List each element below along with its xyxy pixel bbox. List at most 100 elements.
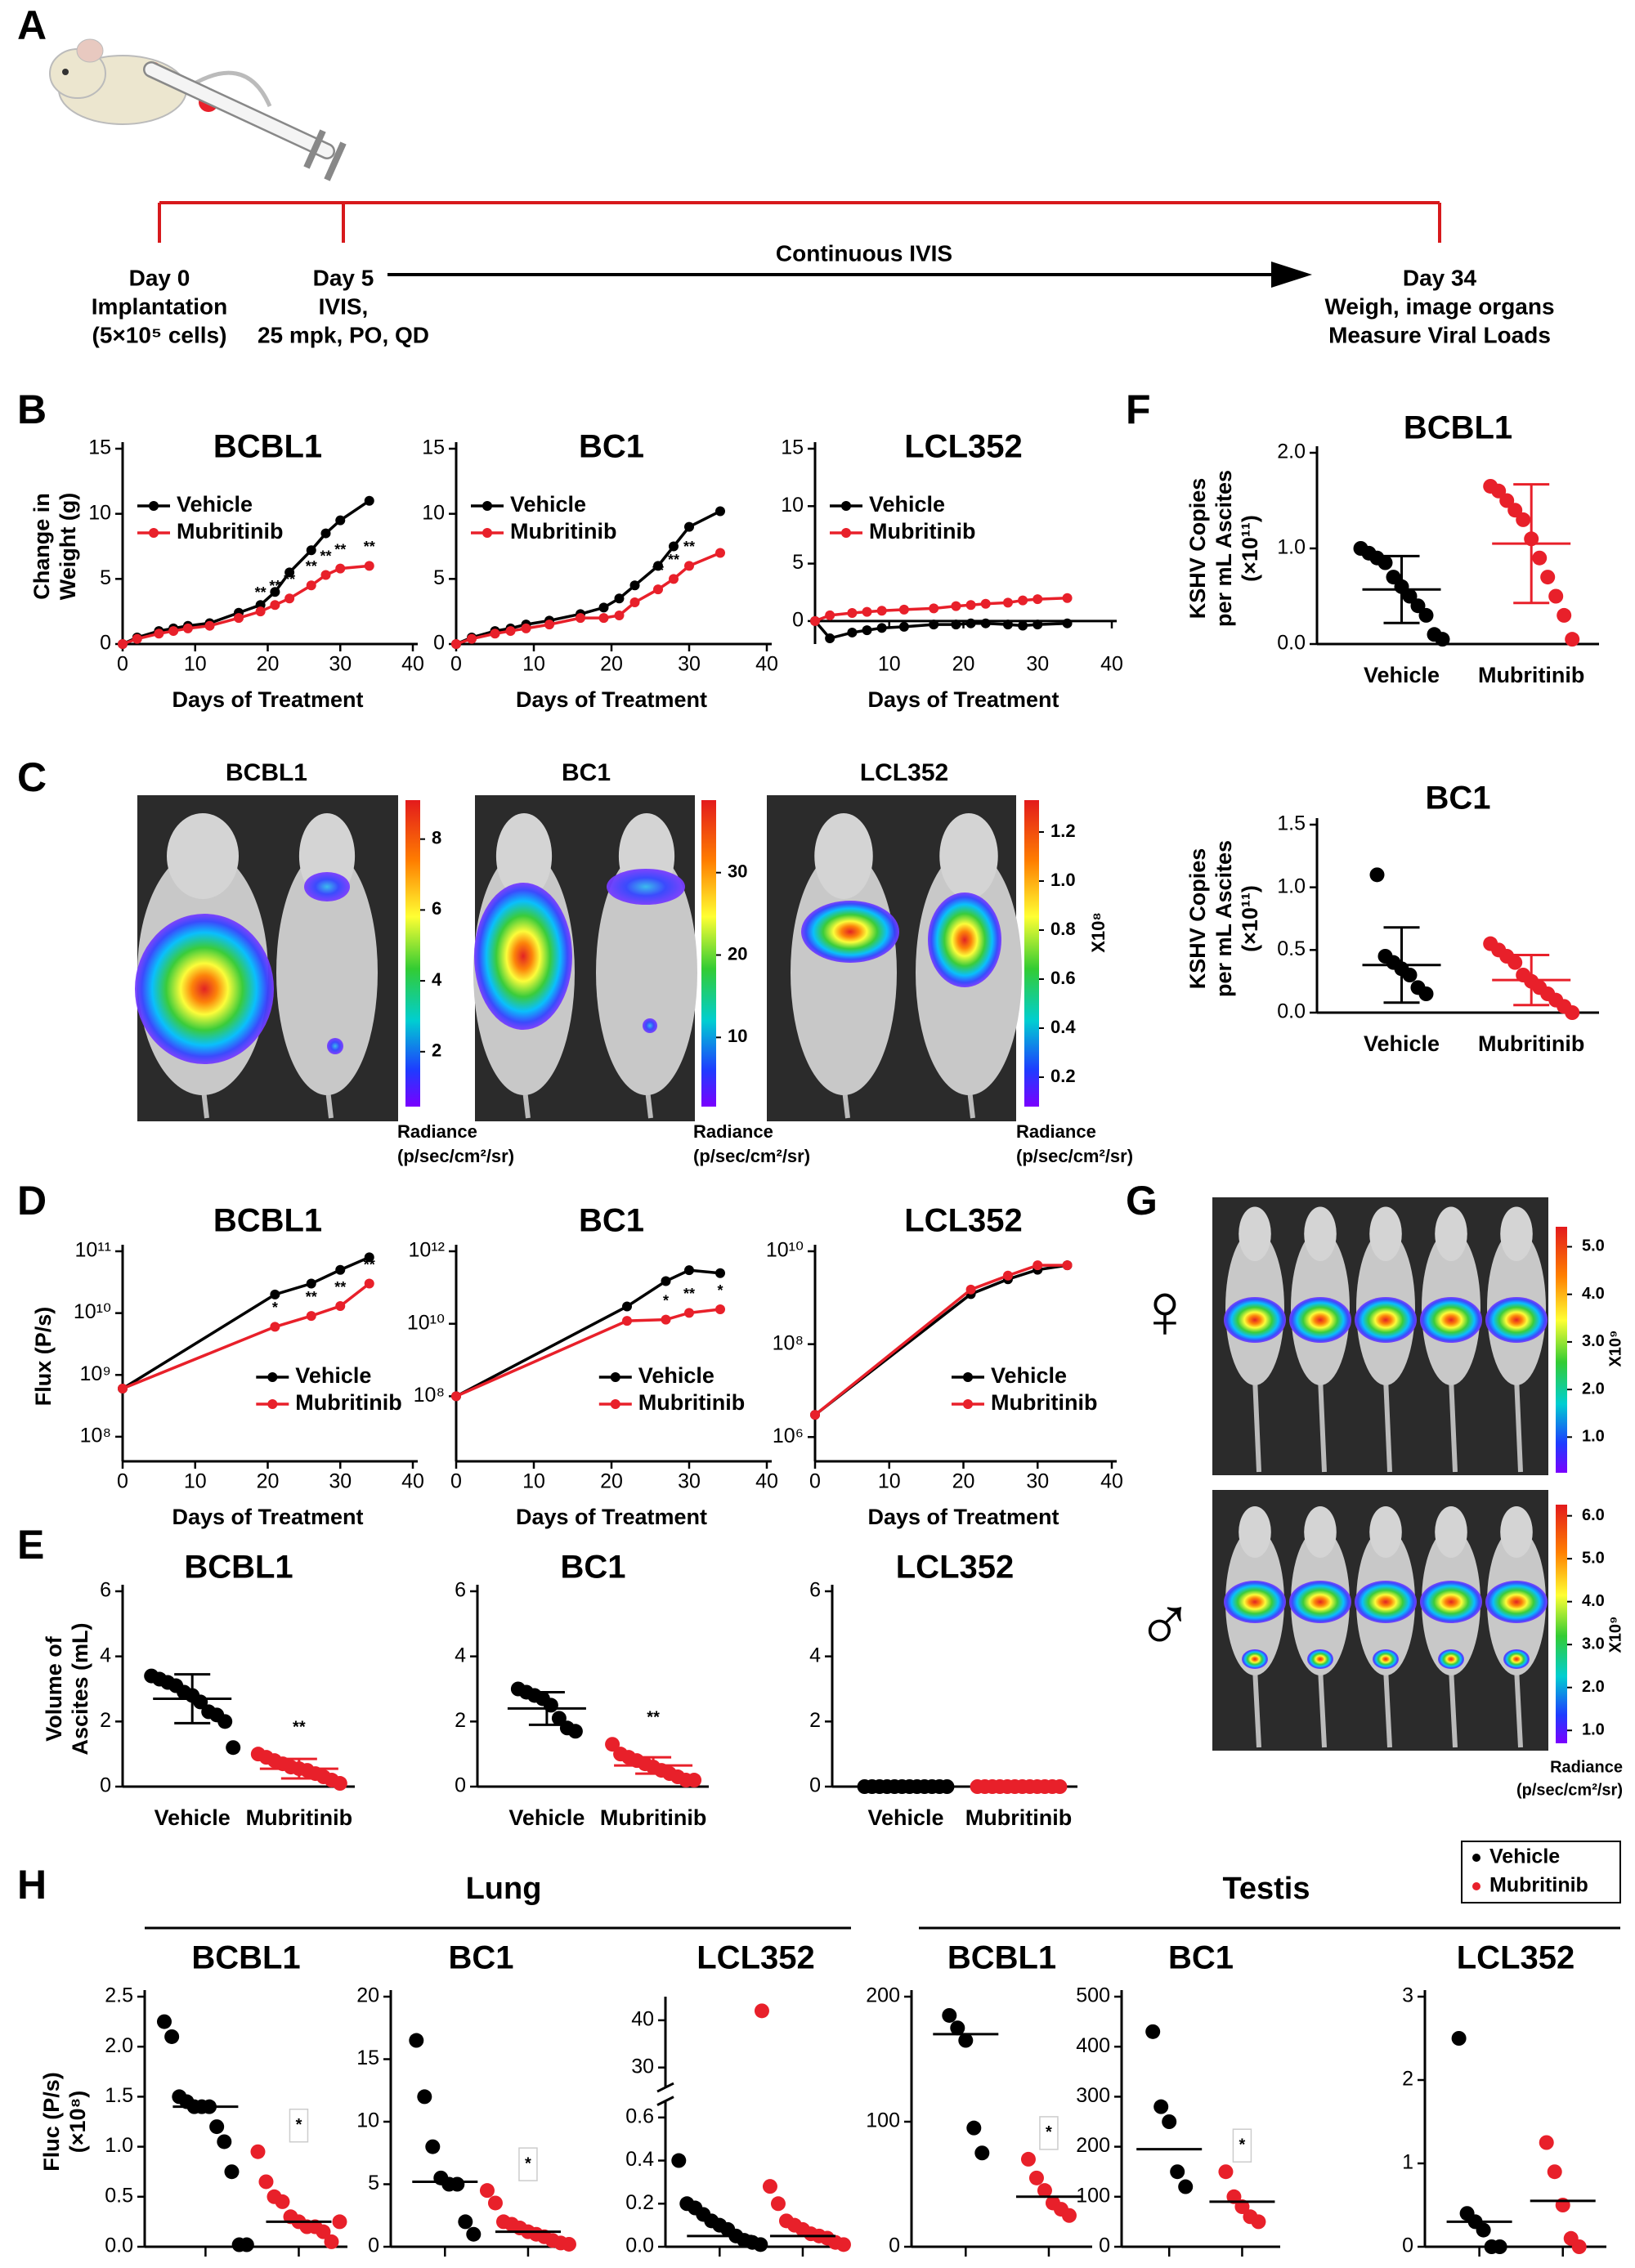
data-point (1369, 867, 1385, 883)
data-point (409, 2033, 424, 2048)
data-point (1033, 620, 1043, 630)
y-tick-label: 10⁸ (80, 1425, 111, 1447)
x-tick-label: 20 (600, 1470, 623, 1493)
colorbar-label: 1.2 (1050, 821, 1076, 841)
mouse-head (939, 813, 998, 899)
legend-label: Vehicle (1489, 1845, 1560, 1868)
data-point (1226, 2189, 1242, 2204)
y-tick-label: 10⁸ (414, 1384, 445, 1407)
data-point (335, 515, 346, 526)
signal (1289, 1581, 1351, 1623)
data-point (1507, 955, 1523, 970)
x-tick-label: 20 (257, 1470, 280, 1493)
colorbar-label: 4 (432, 969, 442, 990)
data-point (270, 600, 280, 611)
x-axis-label: Days of Treatment (516, 1505, 707, 1529)
significance: ** (306, 558, 317, 575)
legend-marker (267, 1399, 278, 1409)
data-point (1002, 1270, 1013, 1281)
mouse-tail (1514, 1377, 1523, 1473)
mouse-tail (1318, 1667, 1327, 1748)
annotation-box (1232, 2128, 1252, 2163)
section-title: Testis (1222, 1872, 1310, 1906)
data-point (479, 2183, 495, 2199)
colorbar-label: 8 (432, 828, 441, 848)
data-point (1516, 512, 1531, 527)
chart-title: BCBL1 (213, 1203, 322, 1239)
data-point (684, 1265, 694, 1276)
data-point (239, 2237, 254, 2252)
image-title: BCBL1 (226, 759, 307, 786)
data-point (335, 563, 346, 574)
mouse-tail (1514, 1667, 1523, 1748)
y-tick-label: 0.0 (1277, 1000, 1306, 1023)
data-point (316, 2224, 331, 2239)
data-point (182, 623, 193, 633)
timeline-text: Day 0 (129, 265, 190, 290)
data-point (929, 620, 939, 630)
mouse-head (1304, 1506, 1337, 1558)
data-point (335, 1301, 346, 1312)
data-point (1565, 632, 1580, 647)
data-point (250, 2144, 266, 2159)
colorbar-label: 6.0 (1582, 1506, 1605, 1524)
data-point (629, 580, 640, 591)
y-axis-label: Volume of (42, 1635, 66, 1742)
y-tick-label: 5 (792, 551, 804, 574)
data-point (862, 625, 872, 636)
signal (1420, 1581, 1482, 1623)
data-point (1435, 632, 1450, 647)
colorbar-label: 1.0 (1050, 870, 1076, 890)
x-tick-label: 10 (522, 653, 545, 676)
chart-title: BC1 (1168, 1940, 1234, 1976)
data-point (132, 633, 142, 644)
colorbar-label: 0.8 (1050, 919, 1076, 939)
data-point (1218, 2164, 1234, 2180)
colorbar-label: 2.0 (1582, 1678, 1605, 1696)
data-point (770, 2196, 786, 2212)
data-point (898, 604, 909, 615)
data-point (653, 561, 663, 571)
panel-label: G (1126, 1178, 1158, 1223)
data-point (156, 2014, 172, 2029)
data-point (951, 620, 961, 630)
data-point (164, 2029, 180, 2044)
x-tick-label: 30 (678, 1470, 701, 1493)
mouse-tail (1252, 1667, 1261, 1748)
x-tick-label: 20 (952, 1470, 975, 1493)
legend-marker (841, 501, 851, 511)
x-tick-label: 0 (450, 653, 462, 676)
radiance-label: (p/sec/cm²/sr) (1016, 1146, 1133, 1166)
x-tick-label: 0 (117, 653, 128, 676)
data-point (1018, 595, 1028, 606)
chart-title: LCL352 (1457, 1940, 1575, 1976)
chart-title: BC1 (579, 429, 644, 465)
significance: * (1239, 2136, 1246, 2154)
x-tick-label: 10 (522, 1470, 545, 1493)
data-point (270, 587, 280, 597)
data-point (1410, 598, 1426, 614)
colorbar-label: 6 (432, 898, 441, 919)
x-tick-label: 10 (878, 653, 901, 676)
x-tick-label: 0 (450, 1470, 462, 1493)
data-point (284, 593, 295, 604)
category-label: Mubritinib (600, 1805, 706, 1830)
y-tick-label: 0 (100, 632, 111, 655)
data-point (1028, 2170, 1044, 2185)
data-point (687, 1773, 702, 1788)
x-axis-label: Days of Treatment (867, 687, 1059, 712)
x-tick-label: 40 (755, 653, 778, 676)
significance: ** (668, 552, 679, 568)
y-tick-label: 0.5 (105, 2184, 133, 2207)
signal (1485, 1581, 1548, 1623)
x-tick-label: 40 (755, 1470, 778, 1493)
section-title: Lung (466, 1872, 542, 1906)
data-point (614, 593, 625, 604)
data-point (1499, 493, 1515, 508)
data-point (980, 618, 991, 629)
legend-label: Vehicle (295, 1363, 371, 1388)
legend-dot (1472, 1882, 1480, 1890)
significance: * (272, 1300, 278, 1316)
legend-marker (482, 501, 492, 511)
panel-label: B (17, 387, 47, 432)
